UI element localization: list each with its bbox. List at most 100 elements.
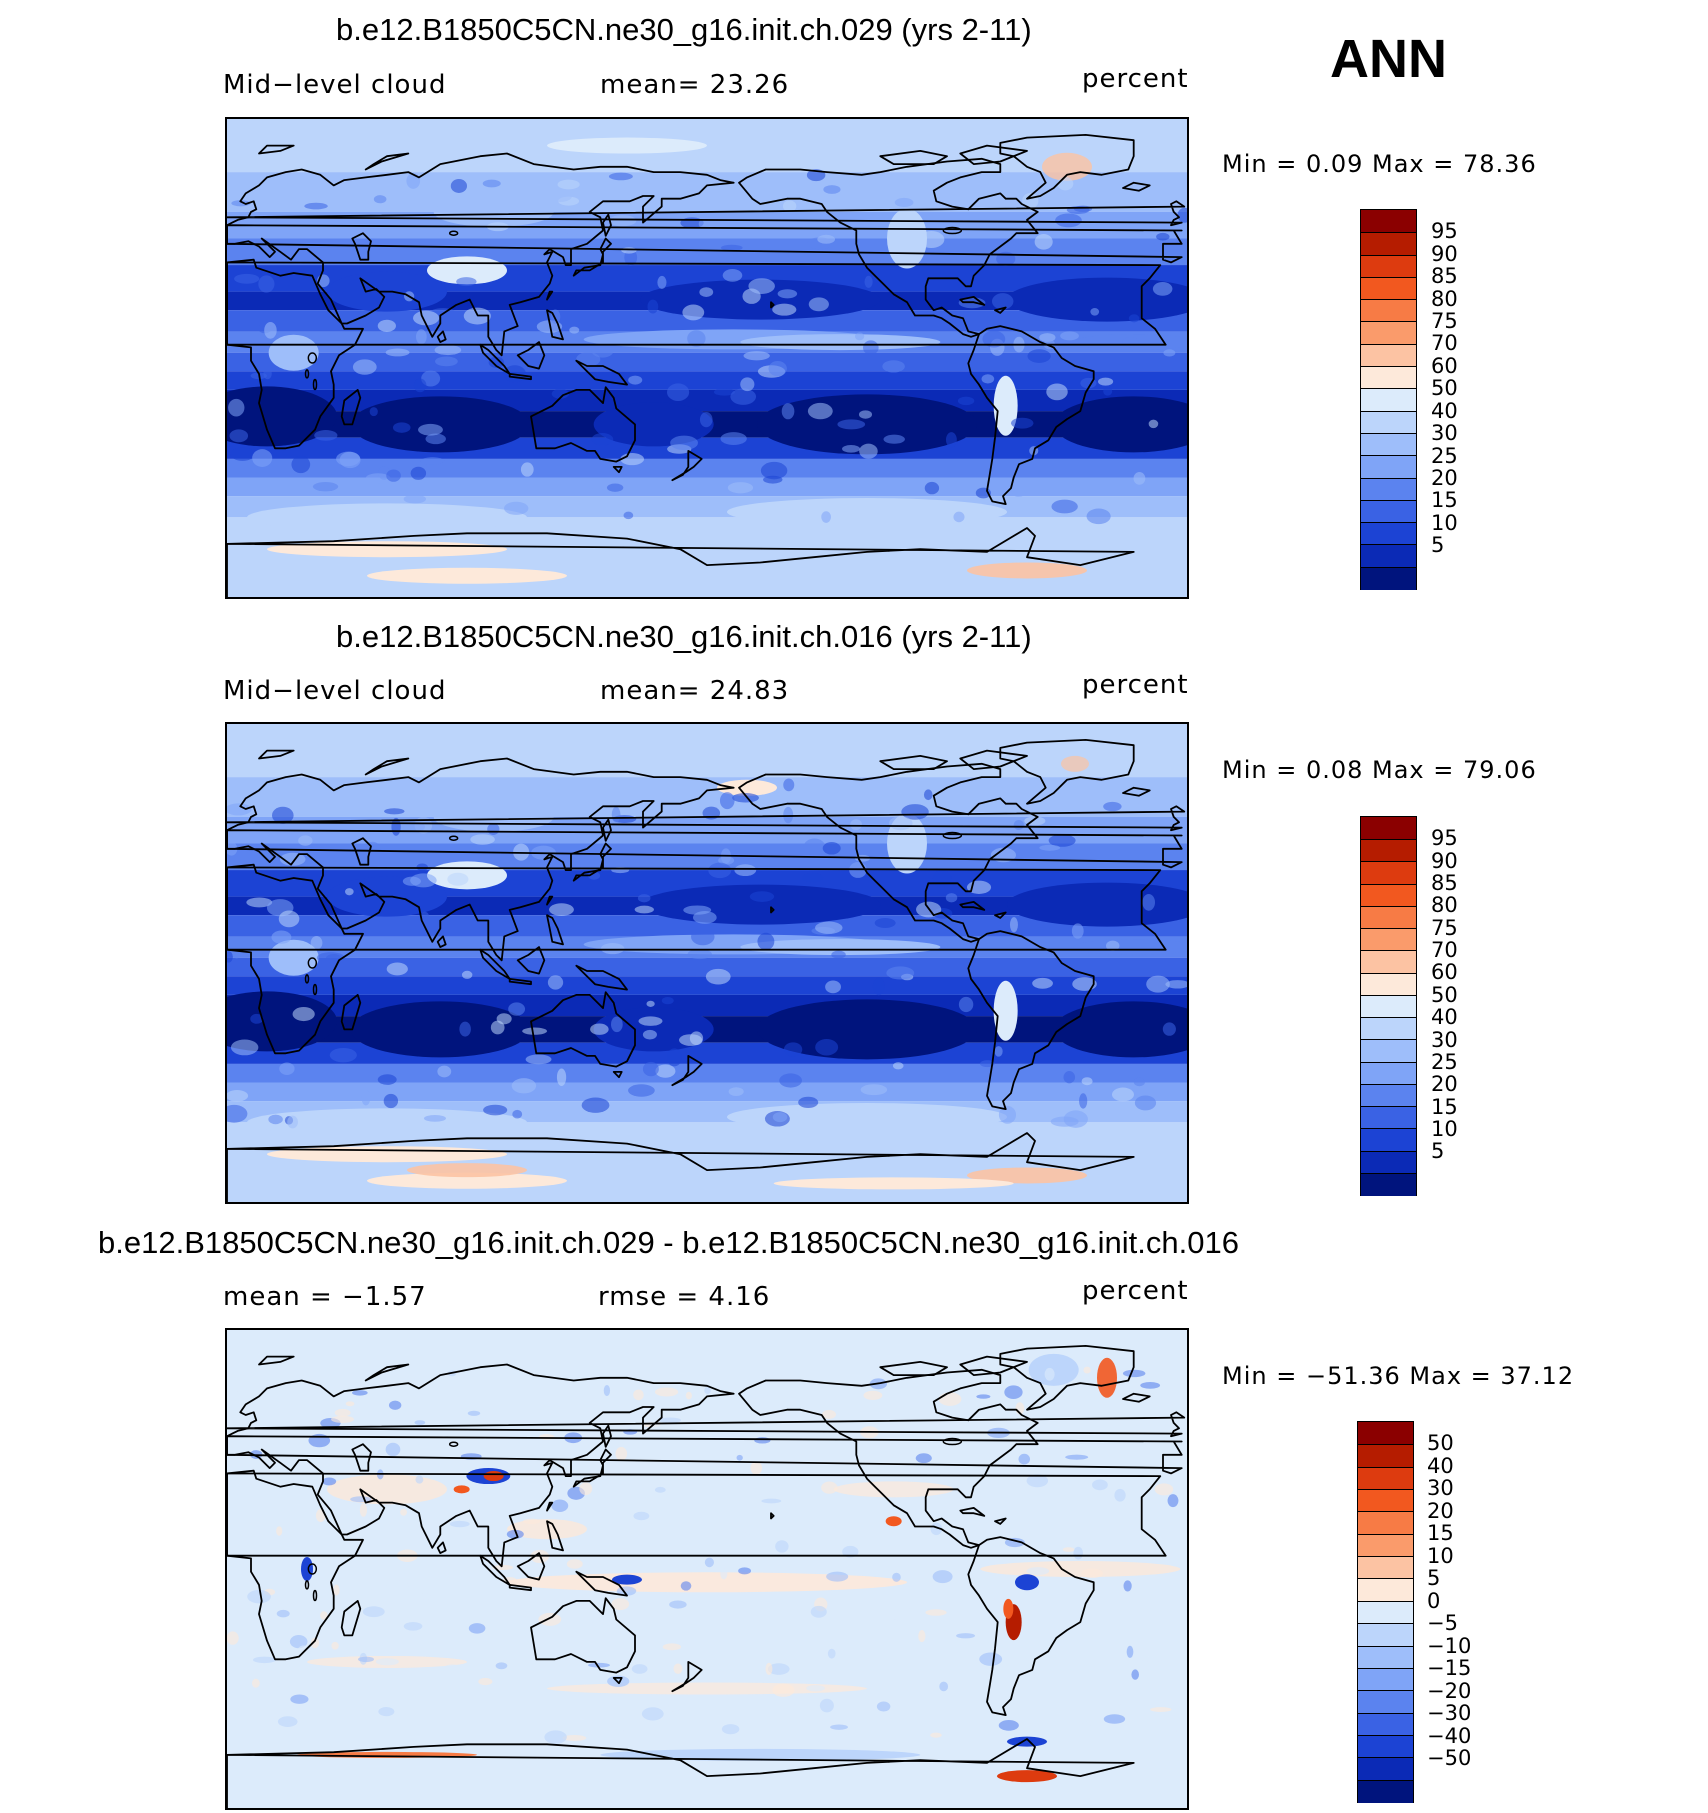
contour-blob [633,1389,644,1401]
contour-blob [727,498,1007,527]
contour-blob [1018,1453,1031,1465]
contour-blob [369,1580,387,1592]
lake-outline [942,1437,963,1446]
lake-outline [448,230,459,236]
coastline [227,1132,1135,1202]
contour-blob [654,1486,666,1493]
contour-blob [742,1532,751,1545]
coastline [258,749,295,760]
colorbar-box [1358,1757,1413,1781]
contour-blob [413,378,427,393]
coastline [436,935,447,948]
contour-blob [352,359,377,375]
contour-blob [1124,1501,1143,1509]
contour-blob [314,430,338,441]
contour-blob [657,275,667,289]
coastline [1122,1392,1151,1403]
colorbar-tick-label: 30 [1427,1476,1454,1501]
coastline [879,150,948,165]
contour-blob [736,1454,743,1461]
coastline [340,1600,362,1637]
contour-blob [642,1061,659,1077]
contour-blob [377,1074,397,1085]
contour-blob [722,269,743,282]
contour-blob [754,1437,771,1444]
colorbar-tick-label: 90 [1431,848,1458,873]
colorbar-tick-label: −10 [1427,1633,1472,1658]
colorbar-tick-label: −30 [1427,1701,1472,1726]
colorbar-tick-label: 40 [1431,398,1458,423]
contour-blob [227,1104,248,1123]
coastline [575,359,628,386]
contour-blob [945,893,958,903]
colorbar-tick-label: 30 [1431,1027,1458,1052]
coastline [546,309,564,341]
contour-blob [705,968,731,985]
contour-blob [699,412,713,428]
contour-blob [1026,1567,1050,1576]
contour-blob [1009,917,1018,933]
contour-blob [821,1481,838,1494]
contour-band [227,843,1187,871]
contour-blob [863,340,879,355]
lake-outline [312,378,318,391]
colorbar-box [1361,1083,1416,1108]
coastline [227,261,1167,346]
coastline [959,144,1028,165]
contour-blob [976,1394,991,1399]
contour-blob [728,833,746,842]
contour-blob [825,980,841,994]
contour-blob [414,1420,426,1425]
contour-blob [680,1581,692,1591]
contour-blob [882,360,905,373]
contour-blob [556,788,574,796]
contour-blob [278,910,300,928]
contour-blob [252,1656,276,1664]
mean-label: mean= 23.26 [600,70,790,100]
colorbar-box [1361,928,1416,952]
contour-blob [732,793,759,803]
contour-blob [1128,314,1140,323]
contour-blob [563,223,587,235]
coastline [738,762,1039,943]
colorbar-box [1361,1172,1416,1196]
contour-blob [304,202,328,210]
colorbar-box [1361,950,1416,974]
coastline [227,805,1186,832]
contour-blob [982,330,1006,348]
coastline [530,386,636,463]
contour-blob [512,1109,523,1119]
contour-blob [1039,844,1061,851]
contour-blob [400,1508,407,1516]
contour-blob [359,1503,368,1517]
contour-blob [994,1046,1003,1057]
coastline [879,755,948,770]
colorbar-tick-label: −50 [1427,1746,1472,1771]
contour-blob [410,466,427,480]
contour-blob [433,196,554,227]
coastline [227,1363,735,1568]
contour-blob [967,1167,1087,1184]
colorbar-tick-label: 5 [1431,1139,1445,1164]
contour-blob [689,1031,704,1046]
contour-blob [227,1580,234,1585]
contour-blob [1123,786,1144,805]
contour-blob [508,1002,526,1016]
contour-blob [1146,975,1170,993]
contour-blob [634,905,654,914]
contour-blob [692,911,717,924]
contour-blob [425,433,446,445]
colorbar-box [1358,1422,1413,1446]
colorbar-box [1361,1039,1416,1063]
coastline [572,842,612,882]
colorbar-tick-label: 50 [1431,982,1458,1007]
contour-blob [545,191,572,203]
colorbar-box [1361,994,1416,1019]
coastline [351,837,372,866]
mean-label: mean= 24.83 [600,676,790,706]
contour-blob [993,1707,1011,1718]
contour-blob [998,1720,1019,1731]
contour-blob [734,864,757,877]
contour-blob [538,1612,562,1626]
contour-blob [547,137,707,154]
